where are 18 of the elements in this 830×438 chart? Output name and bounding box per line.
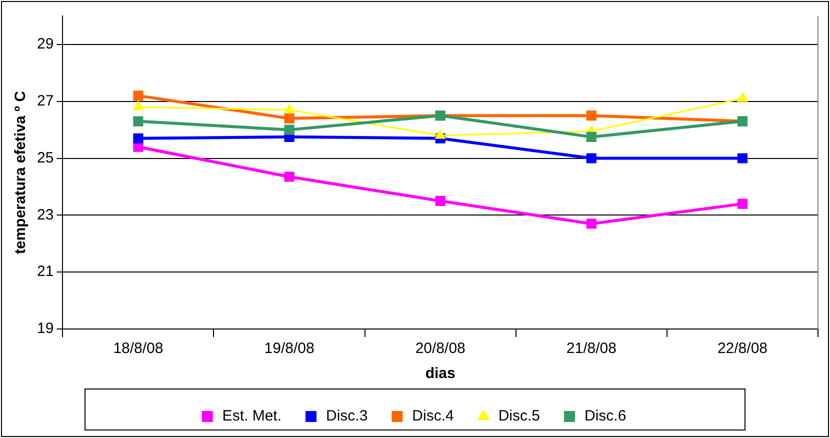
- x-tick-label: 19/8/08: [264, 340, 314, 358]
- legend-label: Disc.6: [584, 408, 626, 425]
- y-tick-label: 25: [36, 149, 54, 166]
- legend-label: Est. Met.: [222, 408, 282, 425]
- legend-label: Disc.5: [498, 408, 540, 425]
- x-tick-label: 22/8/08: [717, 340, 768, 358]
- y-axis-title: temperatura efetiva º C: [12, 90, 30, 254]
- x-tick-label: 21/8/08: [566, 340, 616, 358]
- x-axis-title: dias: [425, 365, 456, 382]
- x-tick-label: 20/8/08: [415, 340, 466, 358]
- y-tick-label: 29: [36, 36, 54, 53]
- x-tick-label: 18/8/08: [113, 340, 164, 358]
- y-tick-label: 19: [36, 320, 54, 338]
- y-tick-label: 27: [36, 92, 54, 110]
- y-tick-label: 21: [36, 263, 54, 280]
- legend-label: Disc.3: [326, 408, 368, 425]
- legend-label: Disc.4: [412, 408, 454, 425]
- y-tick-label: 23: [36, 206, 54, 224]
